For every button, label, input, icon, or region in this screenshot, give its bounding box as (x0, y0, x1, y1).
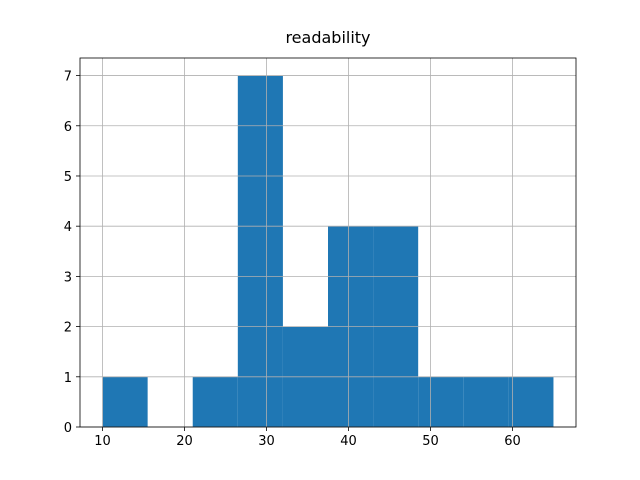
bar (418, 376, 464, 427)
x-tick-label: 40 (340, 434, 357, 449)
y-tick-label: 7 (64, 70, 72, 85)
chart-title: readability (285, 28, 370, 47)
y-tick-label: 0 (64, 421, 72, 436)
x-tick-label: 50 (422, 434, 439, 449)
plot-frame (79, 57, 577, 428)
x-tick-label: 10 (94, 434, 111, 449)
bar (192, 376, 238, 427)
x-tick-label: 60 (504, 434, 521, 449)
y-tick-label: 5 (64, 170, 72, 185)
y-tick-label: 3 (64, 270, 72, 285)
y-tick-label: 4 (64, 220, 72, 235)
x-tick-label: 20 (176, 434, 193, 449)
bar (237, 75, 283, 428)
y-tick-label: 6 (64, 120, 72, 135)
bar (463, 376, 509, 427)
x-tick-label: 30 (258, 434, 275, 449)
bar (508, 376, 554, 427)
bar (102, 376, 148, 427)
y-tick-label: 2 (64, 321, 72, 336)
y-tick-label: 1 (64, 371, 72, 386)
